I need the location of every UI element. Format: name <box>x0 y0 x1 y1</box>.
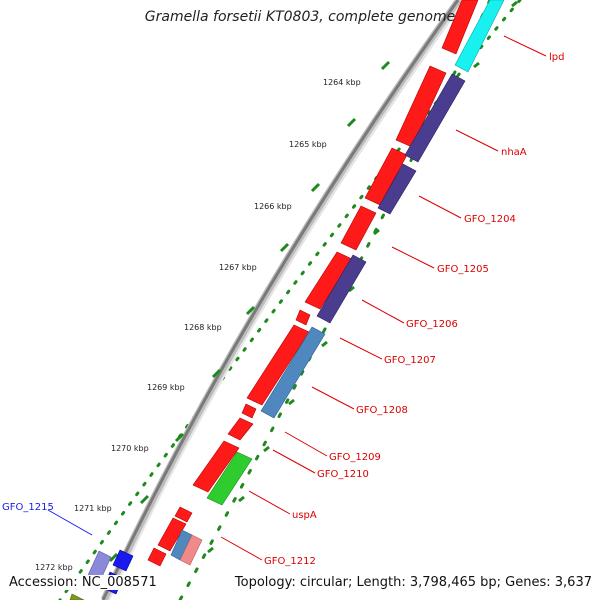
gene-label: GFO_1210 <box>317 469 369 480</box>
ruler-ticks <box>108 60 391 563</box>
tick-label: 1270 kbp <box>111 444 149 453</box>
feature-block <box>295 309 311 326</box>
gene-label: nhaA <box>501 147 527 158</box>
backbone-ring <box>100 0 464 600</box>
feature-block <box>206 451 253 506</box>
feature-block <box>179 534 203 566</box>
feature-block <box>147 547 167 567</box>
feature-block <box>246 324 310 406</box>
tick-label: 1267 kbp <box>219 263 257 272</box>
gene-label: GFO_1209 <box>329 452 381 463</box>
backbone-ring-shade <box>101 0 460 600</box>
genome-summary: Topology: circular; Length: 3,798,465 bp… <box>232 575 594 590</box>
feature-block <box>316 254 367 324</box>
gene-label: lpd <box>549 52 564 63</box>
reverse-features <box>69 0 505 600</box>
feature-block <box>441 0 479 55</box>
gene-label: GFO_1206 <box>406 319 458 330</box>
tick-label: 1272 kbp <box>35 563 73 572</box>
feature-block <box>227 417 254 441</box>
feature-block <box>340 205 377 251</box>
gene-label: GFO_1212 <box>264 556 316 567</box>
feature-block <box>174 506 193 523</box>
gene-label: GFO_1215 <box>2 502 54 513</box>
feature-block <box>112 549 134 572</box>
forward-features <box>147 0 479 567</box>
gene-label: GFO_1204 <box>464 214 516 225</box>
feature-block <box>454 0 505 73</box>
feature-block <box>404 73 466 163</box>
gene-label: GFO_1207 <box>384 355 436 366</box>
gene-label: GFO_1208 <box>356 405 408 416</box>
feature-block <box>377 163 417 215</box>
label-leaders <box>47 35 547 561</box>
tick-label: 1264 kbp <box>323 78 361 87</box>
tick-label: 1266 kbp <box>254 202 292 211</box>
gene-label: GFO_1205 <box>437 264 489 275</box>
accession-label: Accession: NC_008571 <box>7 575 159 590</box>
tick-labels: 1264 kbp 1265 kbp 1266 kbp 1267 kbp 1268… <box>35 78 361 572</box>
tick-label: 1271 kbp <box>74 504 112 513</box>
gene-labels: lpd nhaA GFO_1204 GFO_1205 GFO_1206 GFO_… <box>2 52 564 567</box>
feature-block <box>157 517 187 552</box>
tick-label: 1268 kbp <box>184 323 222 332</box>
feature-block <box>260 326 326 419</box>
tick-label: 1265 kbp <box>289 140 327 149</box>
tick-label: 1269 kbp <box>147 383 185 392</box>
feature-block <box>69 593 85 600</box>
feature-block <box>241 403 257 419</box>
feature-block <box>192 440 240 493</box>
feature-block <box>304 251 353 310</box>
gene-label: uspA <box>292 510 317 521</box>
backbone-ring-highlight <box>108 0 465 600</box>
map-title: Gramella forsetii KT0803, complete genom… <box>144 9 456 25</box>
